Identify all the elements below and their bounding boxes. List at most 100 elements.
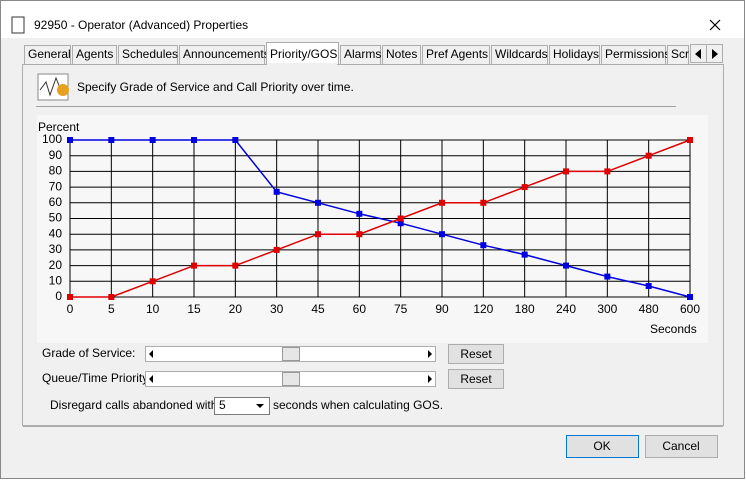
tab-label: Notes bbox=[386, 47, 417, 61]
y-tick-label: 30 bbox=[49, 242, 63, 256]
point bbox=[645, 283, 652, 290]
x-tick-label: 480 bbox=[639, 302, 659, 316]
cancel-label: Cancel bbox=[662, 439, 699, 453]
y-tick-label: 10 bbox=[49, 273, 63, 287]
x-tick-label: 15 bbox=[187, 302, 201, 316]
point bbox=[315, 231, 321, 238]
point bbox=[439, 231, 445, 238]
description-icon bbox=[37, 73, 69, 101]
tab[interactable] bbox=[118, 45, 178, 65]
tab[interactable] bbox=[179, 45, 265, 65]
close-button[interactable] bbox=[709, 19, 721, 31]
point bbox=[563, 168, 569, 175]
point bbox=[108, 137, 115, 143]
x-tick-label: 60 bbox=[353, 302, 367, 316]
point bbox=[521, 184, 528, 191]
point bbox=[108, 294, 115, 300]
y-tick-label: 70 bbox=[49, 179, 63, 193]
point bbox=[273, 246, 280, 253]
point bbox=[439, 199, 445, 206]
tab[interactable] bbox=[340, 45, 381, 65]
x-tick-label: 300 bbox=[597, 302, 617, 316]
y-tick-label: 20 bbox=[49, 258, 63, 272]
tab[interactable] bbox=[24, 45, 71, 65]
tab[interactable] bbox=[667, 45, 689, 65]
tab-label: Wildcards bbox=[495, 47, 548, 61]
tab[interactable] bbox=[601, 45, 666, 65]
x-tick-label: 120 bbox=[473, 302, 493, 316]
point bbox=[687, 294, 693, 300]
point bbox=[67, 137, 73, 143]
point bbox=[67, 294, 73, 300]
point bbox=[397, 215, 404, 222]
slider-thumb[interactable] bbox=[282, 347, 300, 361]
tab-label: Holidays bbox=[553, 47, 599, 61]
tab-label: General bbox=[28, 47, 71, 61]
x-tick-label: 5 bbox=[108, 302, 115, 316]
abandon-combo[interactable] bbox=[214, 397, 270, 415]
point bbox=[191, 262, 197, 269]
point bbox=[604, 168, 611, 175]
tab[interactable] bbox=[491, 45, 548, 65]
point bbox=[563, 262, 569, 269]
reset-button[interactable] bbox=[448, 369, 504, 389]
reset-button[interactable] bbox=[448, 344, 504, 364]
slider-thumb[interactable] bbox=[282, 372, 300, 386]
tab-label: Announcements bbox=[183, 47, 270, 61]
x-tick-label: 75 bbox=[394, 302, 408, 316]
x-tick-label: 45 bbox=[311, 302, 325, 316]
x-tick-label: 90 bbox=[435, 302, 449, 316]
x-tick-label: 30 bbox=[270, 302, 284, 316]
slider-label: Grade of Service: bbox=[42, 346, 135, 360]
point bbox=[645, 152, 652, 159]
abandon-suffix: seconds when calculating GOS. bbox=[273, 398, 443, 412]
tab-label: Priority/GOS bbox=[270, 47, 337, 61]
point bbox=[480, 242, 487, 249]
tab[interactable] bbox=[549, 45, 600, 65]
window-title: 92950 - Operator (Advanced) Properties bbox=[34, 18, 248, 32]
tab[interactable] bbox=[72, 45, 117, 65]
point bbox=[521, 251, 528, 258]
tab[interactable] bbox=[422, 45, 490, 65]
ok-button[interactable] bbox=[566, 435, 639, 458]
tab-label: Scr bbox=[671, 47, 689, 61]
point bbox=[480, 199, 487, 206]
tab-label: Pref Agents bbox=[426, 47, 488, 61]
y-tick-label: 60 bbox=[49, 195, 63, 209]
point bbox=[356, 210, 363, 217]
tab-label: Agents bbox=[76, 47, 113, 61]
description: Specify Grade of Service and Call Priori… bbox=[77, 80, 354, 94]
point bbox=[273, 188, 280, 195]
point bbox=[232, 137, 239, 143]
reset-label: Reset bbox=[460, 347, 492, 361]
point bbox=[149, 278, 156, 285]
point bbox=[356, 231, 363, 238]
point bbox=[315, 199, 321, 206]
x-tick-label: 240 bbox=[556, 302, 576, 316]
point bbox=[687, 137, 693, 143]
ok-label: OK bbox=[593, 439, 610, 453]
y-tick-label: 50 bbox=[49, 211, 63, 225]
tab-scroll[interactable] bbox=[690, 44, 723, 63]
slider-label: Queue/Time Priority: bbox=[42, 371, 152, 385]
combo-arrow bbox=[256, 404, 264, 408]
point bbox=[191, 137, 197, 143]
x-tick-label: 180 bbox=[515, 302, 535, 316]
abandon-prefix: Disregard calls abandoned within bbox=[50, 398, 227, 412]
y-tick-label: 100 bbox=[42, 132, 62, 146]
x-tick-label: 10 bbox=[146, 302, 160, 316]
point bbox=[604, 273, 611, 280]
cancel-button[interactable] bbox=[645, 435, 718, 458]
y-tick-label: 0 bbox=[55, 289, 62, 303]
tab-label: Permissions bbox=[605, 47, 670, 61]
tab-cover bbox=[267, 63, 337, 66]
y-tick-label: 40 bbox=[49, 226, 63, 240]
x-tick-label: 0 bbox=[67, 302, 74, 316]
tab-label: Alarms bbox=[344, 47, 381, 61]
series-line bbox=[70, 139, 691, 298]
tab[interactable] bbox=[382, 45, 421, 65]
tab-label: Schedules bbox=[122, 47, 178, 61]
x-tick-label: 20 bbox=[229, 302, 243, 316]
y-tick-label: 80 bbox=[49, 164, 63, 178]
